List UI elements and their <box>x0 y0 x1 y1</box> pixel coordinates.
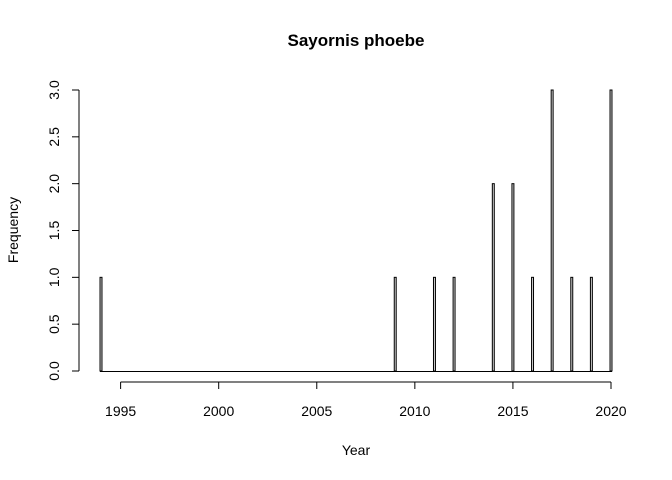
x-tick-label: 2000 <box>203 403 234 419</box>
x-tick-label: 2010 <box>399 403 430 419</box>
bar <box>491 183 495 372</box>
bar <box>393 276 397 372</box>
bar <box>511 183 515 372</box>
y-tick-label: 1.5 <box>46 221 62 241</box>
y-tick-label: 0.0 <box>46 361 62 381</box>
y-tick-label: 0.5 <box>46 314 62 334</box>
bar <box>570 276 574 372</box>
bar <box>99 276 103 372</box>
bar <box>589 276 593 372</box>
bar <box>609 89 613 372</box>
bar <box>531 276 535 372</box>
y-axis: 0.0 0.5 1.0 1.5 2.0 2.5 3.0 <box>46 80 80 381</box>
y-tick-label: 1.0 <box>46 267 62 287</box>
x-tick-label: 2020 <box>595 403 626 419</box>
x-tick-label: 2005 <box>301 403 332 419</box>
y-tick-label: 3.0 <box>46 80 62 100</box>
x-axis: 1995 2000 2005 2010 2015 2020 <box>105 381 627 419</box>
x-tick-label: 2015 <box>497 403 528 419</box>
x-axis-label: Year <box>342 442 371 458</box>
x-tick-label: 1995 <box>105 403 136 419</box>
y-tick-label: 2.5 <box>46 127 62 147</box>
y-axis-label: Frequency <box>5 197 21 263</box>
bar <box>432 276 436 372</box>
y-tick-label: 2.0 <box>46 174 62 194</box>
bar <box>550 89 554 372</box>
bar <box>452 276 456 372</box>
bars <box>99 89 613 372</box>
chart-title: Sayornis phoebe <box>288 31 425 50</box>
